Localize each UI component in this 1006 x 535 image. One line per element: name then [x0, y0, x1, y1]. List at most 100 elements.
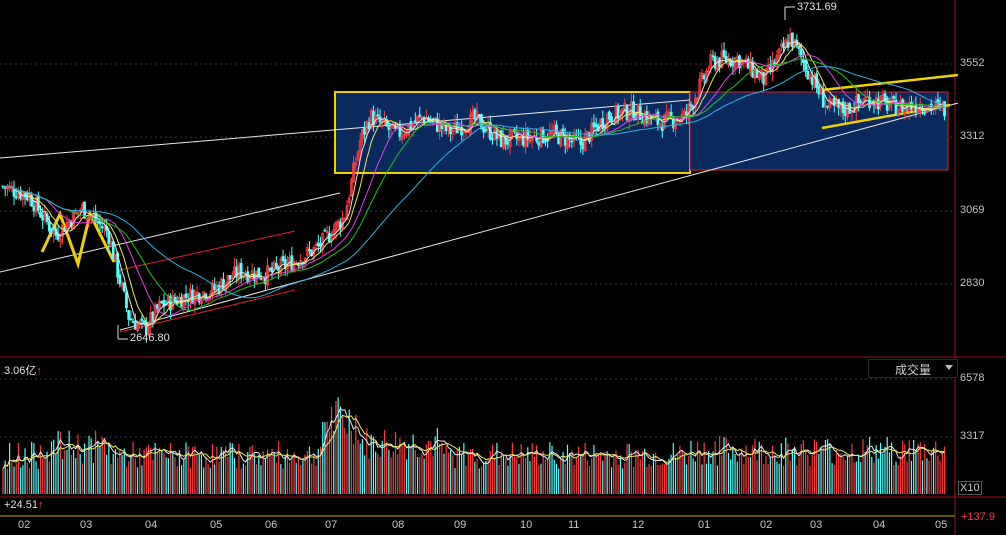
candle-body [416, 115, 419, 122]
candle-body [632, 101, 636, 120]
candle-body [857, 94, 860, 104]
vol-tick-3317: 3317 [960, 430, 985, 442]
candle-body [859, 100, 863, 103]
candle-body [568, 137, 572, 140]
candle-body [440, 123, 444, 129]
ma60-line [2, 66, 945, 299]
candle-body [136, 323, 139, 331]
candle-body [228, 274, 232, 280]
candle-body [347, 197, 351, 204]
x-tick-02a: 02 [18, 519, 31, 531]
candle-body [559, 129, 563, 147]
candle-body [451, 129, 455, 133]
trendline-lower [119, 102, 959, 331]
candle-body [506, 141, 510, 145]
x-tick-04b: 04 [873, 519, 886, 531]
indicator-right-value: +137.9 [961, 511, 995, 523]
candle-body [544, 140, 547, 143]
ma5-line [2, 41, 945, 327]
candle-body [354, 162, 358, 166]
candle-body [883, 93, 887, 100]
candle-body [713, 56, 717, 69]
volume-indicator-dropdown[interactable]: 成交量 [868, 359, 958, 378]
x-tick-08: 08 [392, 519, 405, 531]
candle-body [797, 45, 801, 49]
candle-body [133, 320, 137, 330]
candle-body [12, 188, 16, 197]
volume-header: 3.06亿↑ [4, 362, 42, 378]
ma30-line [2, 58, 945, 311]
candle-body [484, 129, 488, 132]
up-arrow-icon: ↑ [36, 365, 42, 377]
candle-body [107, 231, 111, 245]
candle-body [832, 97, 836, 106]
y-tick-2830: 2830 [960, 277, 985, 289]
candle-body [605, 114, 609, 130]
candle-body [764, 68, 768, 86]
x-tick-04a: 04 [145, 519, 158, 531]
candle-body [592, 122, 596, 128]
candle-body [709, 54, 713, 69]
candle-body [281, 256, 285, 262]
consolidation-box [334, 91, 691, 174]
candle-body [610, 116, 613, 123]
candle-body [222, 279, 225, 291]
candle-body [731, 62, 735, 67]
candle-body [162, 299, 166, 307]
candle-body [504, 136, 508, 145]
candle-body [349, 179, 353, 197]
candle-body [826, 105, 830, 108]
candle-body [555, 124, 558, 133]
candle-body [491, 138, 494, 141]
candle-body [480, 114, 483, 130]
candle-body [147, 327, 150, 336]
x-tick-03b: 03 [810, 519, 823, 531]
ma10-line [2, 43, 945, 325]
candle-body [693, 98, 697, 109]
candle-body [799, 49, 803, 58]
candle-body [58, 238, 62, 242]
candle-body [771, 59, 774, 73]
candle-body [358, 139, 362, 153]
candle-body [585, 130, 589, 134]
candle-body [356, 151, 360, 161]
candle-body [32, 206, 36, 212]
candle-body [729, 60, 733, 66]
candle-body [923, 112, 927, 115]
candle-body [418, 114, 422, 117]
candle-body [854, 95, 858, 112]
candle-body [570, 140, 574, 143]
candle-body [76, 211, 80, 214]
candle-body [345, 205, 349, 221]
candle-body [526, 129, 530, 140]
chevron-down-icon [945, 365, 953, 370]
up-arrow-icon: ↑ [37, 499, 44, 511]
candle-body [722, 49, 726, 57]
candle-body [122, 282, 126, 292]
candle-body [160, 301, 164, 304]
channel-upper [119, 230, 296, 271]
candle-body [151, 311, 155, 322]
candle-body [689, 104, 693, 107]
x-tick-10: 10 [520, 519, 533, 531]
candle-body [305, 247, 309, 256]
x-tick-05b: 05 [935, 519, 948, 531]
x-tick-09: 09 [454, 519, 467, 531]
candle-body [616, 105, 620, 119]
candle-body [47, 221, 51, 232]
candle-body [400, 134, 404, 140]
candle-body [129, 318, 133, 321]
x-tick-11: 11 [568, 519, 580, 531]
wedge-upper [821, 73, 959, 92]
candle-body [936, 99, 940, 103]
candle-body [239, 263, 243, 279]
candle-body [65, 222, 69, 231]
candle-body [718, 57, 722, 68]
candle-body [200, 300, 203, 305]
x-tick-03a: 03 [80, 519, 93, 531]
candle-body [943, 101, 946, 117]
candle-body [804, 60, 808, 72]
candle-body [720, 51, 724, 68]
candle-body [14, 196, 18, 199]
